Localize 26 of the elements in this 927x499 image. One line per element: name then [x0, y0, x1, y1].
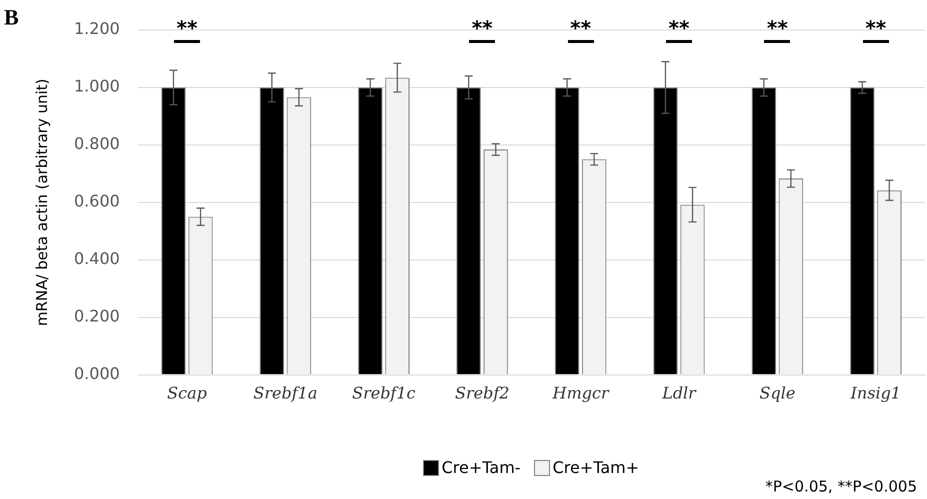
x-tick-label: Sqle — [760, 384, 796, 403]
data-label: ** — [865, 16, 886, 40]
legend-label: Cre+Tam- — [442, 458, 521, 477]
data-label: ** — [668, 16, 690, 40]
text: *P<0.05, **P<0.005 — [765, 477, 917, 496]
data-label: ** — [766, 16, 788, 40]
x-tick-label: Srebf1c — [352, 384, 416, 403]
x-tick-label: Ldlr — [661, 384, 698, 403]
y-tick-label: 0.000 — [74, 364, 120, 383]
x-tick-label: Scap — [167, 384, 207, 403]
x-tick-label: Srebf2 — [454, 384, 510, 403]
y-tick-label: 0.200 — [74, 306, 120, 326]
data-label: ** — [570, 16, 592, 40]
x-tick-label: Hmgcr — [552, 384, 610, 403]
y-tick-label: 1.200 — [74, 19, 120, 38]
y-tick-label: 1.000 — [74, 76, 120, 96]
legend-label: Cre+Tam+ — [552, 458, 640, 477]
y-tick-label: 0.800 — [74, 134, 120, 154]
x-tick-label: Srebf1a — [253, 384, 318, 403]
x-tick-label: Insig1 — [850, 384, 901, 403]
y-tick-label: 0.400 — [74, 249, 120, 268]
text: B — [4, 4, 19, 30]
data-label: ** — [176, 16, 198, 40]
y-tick-label: 0.600 — [74, 192, 120, 211]
y-axis-title: mRNA/ beta actin (arbitrary unit) — [32, 78, 51, 326]
data-label: ** — [472, 16, 493, 40]
